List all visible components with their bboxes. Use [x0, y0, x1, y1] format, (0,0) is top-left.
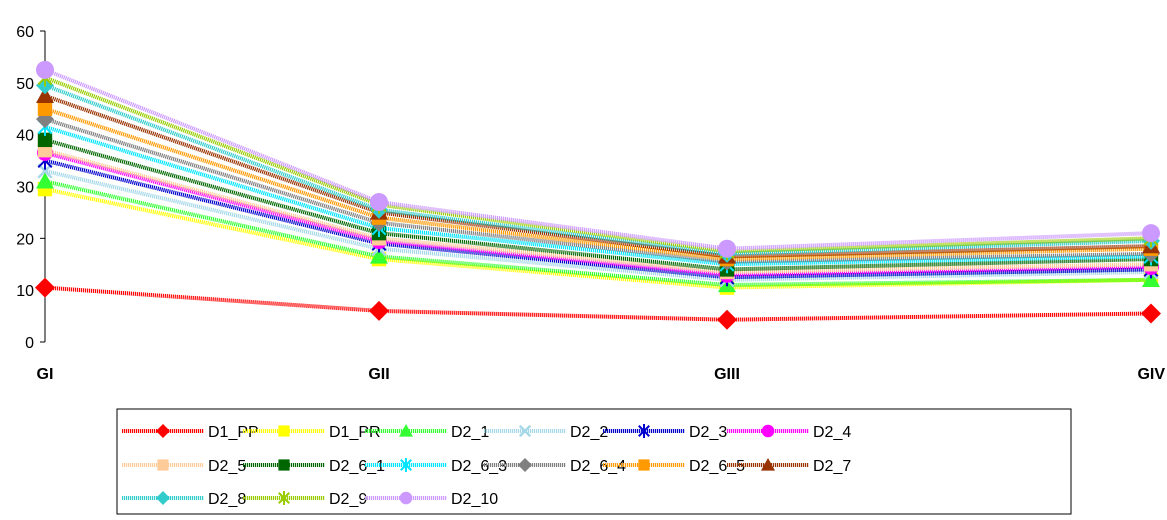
x-category-label: GIII — [714, 366, 740, 383]
legend-marker — [278, 491, 290, 505]
data-point — [37, 132, 53, 148]
legend-label: D2_6_4 — [570, 458, 626, 475]
legend-item-D1_PP: D1_PP — [122, 424, 259, 441]
data-point — [1142, 270, 1160, 287]
legend-item-D2_6_5: D2_6_5 — [603, 458, 745, 475]
series-line — [44, 158, 1152, 280]
data-point — [36, 60, 54, 79]
data-point — [370, 193, 388, 212]
legend-label: D2_9 — [329, 491, 367, 508]
legend-marker — [761, 458, 775, 471]
data-point — [36, 86, 54, 103]
legend-label: D2_7 — [813, 458, 851, 475]
legend: D1_PP D1_PR D2_1 D2_2 D2_3 D2_4 D2_5 D2_6_1 D2_6… — [116, 408, 1072, 515]
series-D1_PP — [35, 277, 1161, 330]
y-tick-label: 60 — [16, 24, 34, 41]
y-tick-label: 40 — [16, 128, 34, 145]
series-line — [44, 179, 1152, 287]
series-D2_10 — [36, 60, 1160, 258]
data-point — [370, 247, 388, 264]
x-category-label: GI — [37, 366, 54, 383]
y-tick-label: 0 — [25, 335, 34, 352]
legend-marker — [399, 424, 413, 437]
legend-item-D2_6_3: D2_6_3 — [365, 458, 507, 475]
legend-label: D2_6_1 — [329, 458, 385, 475]
legend-label: D2_5 — [208, 458, 246, 475]
series-line — [44, 150, 1152, 277]
legend-marker — [638, 424, 650, 438]
series-D2_2 — [37, 163, 1159, 288]
legend-item-D1_PR: D1_PR — [243, 424, 381, 441]
data-point — [35, 277, 55, 298]
data-point — [717, 309, 737, 330]
y-tick-label: 50 — [16, 76, 34, 93]
legend-label: D2_8 — [208, 491, 246, 508]
legend-label: D2_3 — [689, 424, 727, 441]
series-layer — [35, 60, 1161, 330]
series-line — [44, 75, 1152, 254]
legend-label: D1_PP — [208, 424, 259, 441]
legend-marker — [761, 424, 775, 438]
legend-label: D2_2 — [570, 424, 608, 441]
legend-marker — [278, 459, 290, 471]
legend-marker — [638, 459, 650, 471]
legend-item-D2_4: D2_4 — [727, 424, 851, 441]
legend-marker — [156, 424, 170, 438]
series-line — [44, 285, 1152, 322]
y-tick-label: 10 — [16, 283, 34, 300]
data-point — [1142, 224, 1160, 243]
y-tick-label: 30 — [16, 180, 34, 197]
legend-marker — [518, 458, 532, 472]
series-line — [44, 137, 1152, 272]
series-line — [44, 83, 1152, 256]
legend-label: D2_6_5 — [689, 458, 745, 475]
legend-item-D2_10: D2_10 — [365, 491, 498, 508]
series-line — [44, 68, 1152, 251]
data-point — [37, 101, 53, 116]
data-point — [718, 239, 736, 258]
legend-item-D2_1: D2_1 — [365, 424, 489, 441]
legend-label: D2_4 — [813, 424, 851, 441]
legend-item-D2_6_1: D2_6_1 — [243, 458, 385, 475]
legend-marker — [278, 425, 290, 437]
legend-marker — [157, 459, 169, 471]
x-category-label: GII — [368, 366, 389, 383]
series-line — [44, 169, 1152, 282]
legend-item-D2_7: D2_7 — [727, 458, 851, 475]
series-line — [44, 93, 1152, 259]
series-line — [44, 117, 1152, 264]
legend-label: D2_10 — [451, 491, 498, 508]
legend-marker — [518, 424, 532, 438]
x-category-label: GIV — [1137, 366, 1165, 383]
series-D2_3 — [37, 151, 1159, 287]
legend-marker — [399, 491, 413, 505]
axes: 0 10 20 30 40 50 60 GI GII GIII GIV — [16, 24, 1165, 383]
legend-label: D2_6_3 — [451, 458, 507, 475]
data-point — [369, 300, 389, 321]
legend-label: D1_PR — [329, 424, 381, 441]
legend-item-D2_5: D2_5 — [122, 458, 246, 475]
legend-item-D2_3: D2_3 — [603, 424, 727, 441]
series-line — [44, 124, 1152, 267]
data-point — [36, 172, 54, 189]
legend-item-D2_2: D2_2 — [484, 424, 608, 441]
series-line — [44, 148, 1152, 275]
series-line — [44, 187, 1152, 290]
legend-marker — [156, 491, 170, 505]
y-tick-label: 20 — [16, 231, 34, 248]
legend-label: D2_1 — [451, 424, 489, 441]
legend-item-D2_8: D2_8 — [122, 491, 246, 508]
legend-marker — [400, 458, 412, 472]
legend-item-D2_9: D2_9 — [243, 491, 367, 508]
data-point — [1141, 303, 1161, 324]
legend-item-D2_6_4: D2_6_4 — [484, 458, 626, 475]
series-line — [44, 106, 1152, 262]
